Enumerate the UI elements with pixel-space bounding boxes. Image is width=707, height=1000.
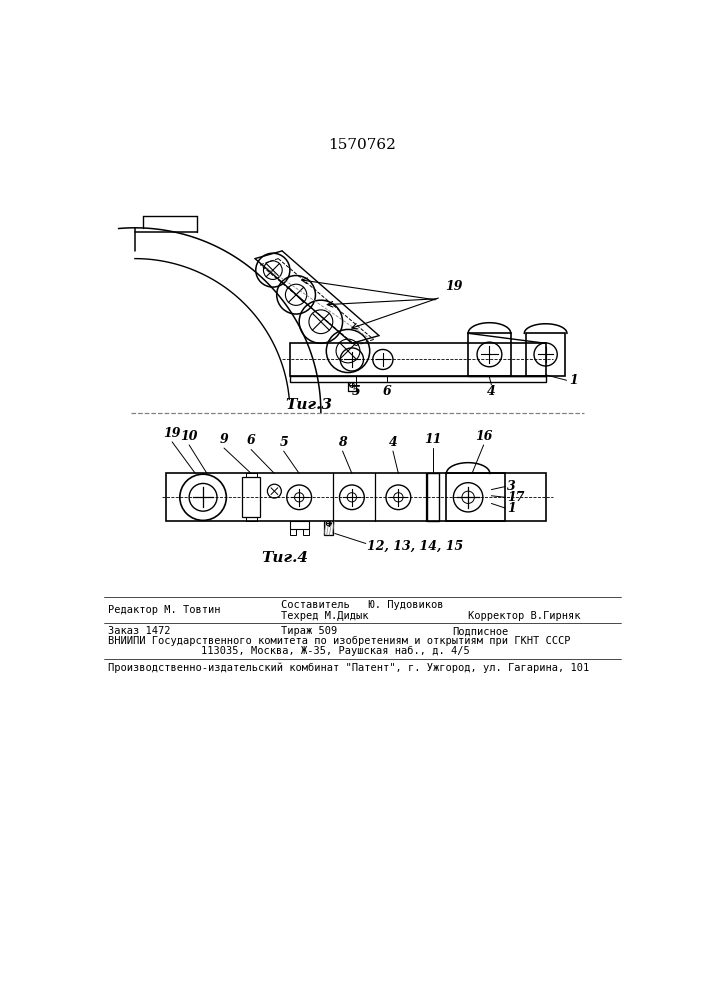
Bar xyxy=(242,477,260,517)
Bar xyxy=(290,521,309,529)
Bar xyxy=(324,521,333,535)
Bar xyxy=(303,529,309,535)
Text: 19: 19 xyxy=(163,427,181,440)
Text: 11: 11 xyxy=(424,433,442,446)
Text: 8: 8 xyxy=(338,436,347,449)
Text: 5: 5 xyxy=(279,436,288,449)
Text: Техред М.Дидык: Техред М.Дидык xyxy=(281,611,368,621)
Bar xyxy=(290,529,296,535)
Text: 113035, Москва, Ж-35, Раушская наб., д. 4/5: 113035, Москва, Ж-35, Раушская наб., д. … xyxy=(201,646,469,656)
Bar xyxy=(246,473,257,477)
Text: 1570762: 1570762 xyxy=(328,138,396,152)
Text: Τиг.4: Τиг.4 xyxy=(261,551,308,565)
Text: 5: 5 xyxy=(351,385,360,398)
Text: 16: 16 xyxy=(475,430,492,443)
Text: Тираж 509: Тираж 509 xyxy=(281,626,337,636)
Text: 17: 17 xyxy=(507,491,525,504)
Bar xyxy=(526,333,565,376)
Text: 12, 13, 14, 15: 12, 13, 14, 15 xyxy=(368,539,464,552)
Text: 4: 4 xyxy=(389,436,397,449)
Text: ВНИИПИ Государственного комитета по изобретениям и открытиям при ГКНТ СССР: ВНИИПИ Государственного комитета по изоб… xyxy=(107,636,571,646)
Bar xyxy=(468,333,510,376)
Bar xyxy=(446,473,506,521)
Text: Производственно-издательский комбинат "Патент", г. Ужгород, ул. Гагарина, 101: Производственно-издательский комбинат "П… xyxy=(107,662,589,673)
Bar xyxy=(246,517,257,521)
Text: 3: 3 xyxy=(507,480,515,493)
Text: 1: 1 xyxy=(507,502,515,515)
Text: Τиг.3: Τиг.3 xyxy=(286,398,333,412)
Text: Редактор М. Товтин: Редактор М. Товтин xyxy=(107,605,221,615)
Text: Заказ 1472: Заказ 1472 xyxy=(107,626,170,636)
Text: 1: 1 xyxy=(569,374,578,387)
Bar xyxy=(166,473,546,521)
Text: Корректор В.Гирняк: Корректор В.Гирняк xyxy=(468,611,580,621)
Text: 9: 9 xyxy=(220,433,228,446)
Text: 6: 6 xyxy=(382,385,391,398)
Text: 6: 6 xyxy=(247,434,255,447)
Bar xyxy=(290,376,546,382)
Text: 19: 19 xyxy=(445,280,462,293)
Bar xyxy=(427,473,440,521)
Bar xyxy=(290,343,546,376)
Text: 10: 10 xyxy=(180,430,198,443)
Text: 4: 4 xyxy=(487,385,496,398)
Text: Составитель   Ю. Пудовиков: Составитель Ю. Пудовиков xyxy=(281,600,443,610)
Text: Подписное: Подписное xyxy=(452,626,509,636)
